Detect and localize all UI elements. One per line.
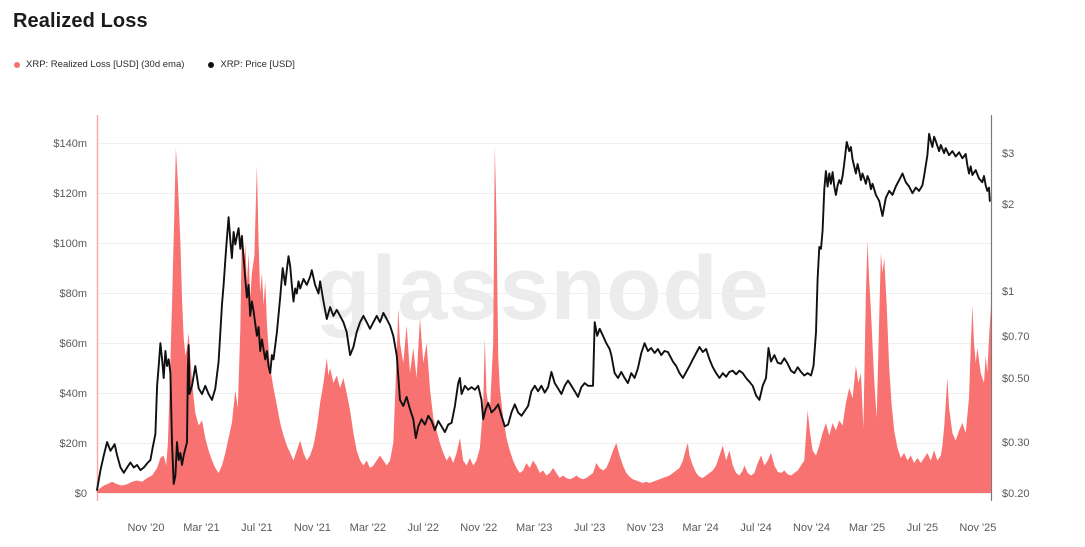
x-axis-tick-label: Jul '25 [907, 522, 938, 534]
x-axis-tick-label: Jul '24 [740, 522, 771, 534]
x-axis-tick-label: Nov '22 [460, 522, 497, 534]
price-line [96, 132, 991, 491]
right-axis-tick-label: $1 [1002, 286, 1014, 298]
left-axis-tick-label: $100m [53, 238, 87, 250]
page-title: Realized Loss [13, 10, 148, 32]
right-axis-tick-label: $0.70 [1002, 331, 1030, 343]
left-axis-tick-label: $60m [59, 338, 87, 350]
x-axis-tick-label: Jul '23 [574, 522, 605, 534]
chart-legend: XRP: Realized Loss [USD] (30d ema) XRP: … [14, 59, 295, 70]
left-axis-tick-label: $40m [59, 388, 87, 400]
x-axis-tick-label: Mar '21 [183, 522, 219, 534]
realized-loss-area [97, 145, 991, 493]
realized-loss-dot-icon [14, 61, 20, 68]
right-axis-tick-label: $2 [1002, 199, 1014, 211]
right-axis-tick-label: $0.30 [1002, 437, 1030, 449]
x-axis-tick-label: Mar '23 [516, 522, 552, 534]
x-axis-tick-label: Nov '21 [294, 522, 331, 534]
price-dot-icon [208, 61, 215, 68]
right-axis-tick-label: $0.20 [1002, 488, 1030, 500]
x-axis-tick-label: Nov '25 [959, 522, 996, 534]
x-axis-tick-label: Nov '24 [793, 522, 830, 534]
left-axis-tick-label: $0 [75, 488, 87, 500]
x-axis-tick-label: Mar '24 [682, 522, 718, 534]
legend-item-price[interactable]: XRP: Price [USD] [208, 59, 295, 70]
left-axis-tick-label: $120m [53, 188, 87, 200]
x-axis-tick-label: Nov '23 [627, 522, 664, 534]
right-axis-tick-label: $0.50 [1002, 373, 1030, 385]
legend-label: XRP: Realized Loss [USD] (30d ema) [26, 59, 185, 70]
legend-label: XRP: Price [USD] [220, 59, 295, 70]
left-axis-tick-label: $80m [59, 288, 87, 300]
x-axis-tick-label: Nov '20 [127, 522, 164, 534]
legend-item-realized-loss[interactable]: XRP: Realized Loss [USD] (30d ema) [14, 59, 184, 70]
x-axis-tick-label: Jul '21 [241, 522, 272, 534]
right-axis-tick-label: $3 [1002, 148, 1014, 160]
x-axis-tick-label: Mar '25 [849, 522, 885, 534]
left-axis-tick-label: $140m [53, 138, 87, 150]
x-axis-tick-label: Jul '22 [408, 522, 439, 534]
x-axis-tick-label: Mar '22 [350, 522, 386, 534]
left-axis-tick-label: $20m [59, 438, 87, 450]
plot-area[interactable] [97, 115, 991, 493]
